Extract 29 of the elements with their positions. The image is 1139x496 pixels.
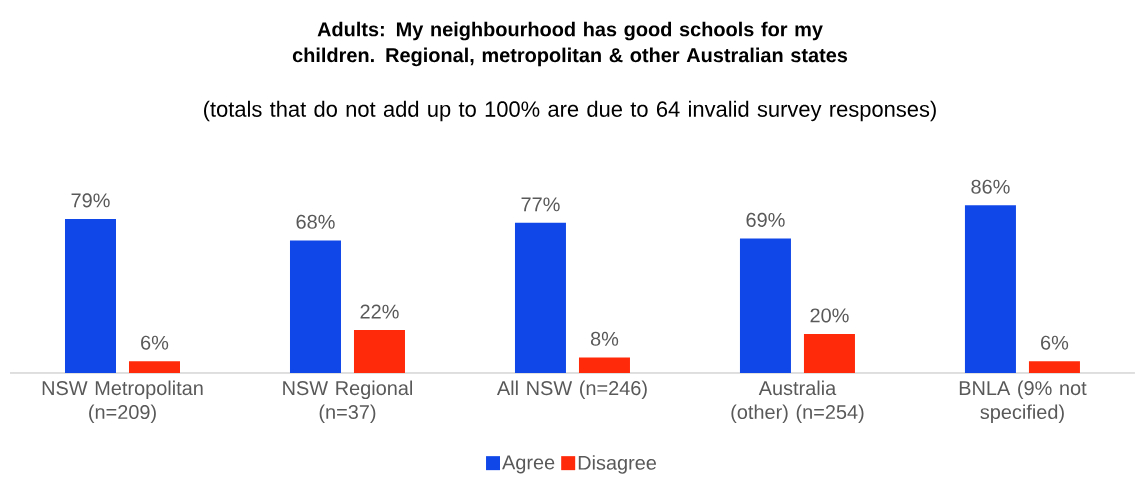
- bar: [578, 357, 630, 373]
- x-tick-label: NSW Regional (n=37): [283, 380, 413, 423]
- bar: [739, 238, 791, 373]
- chart-title: Adults: My neighbourhood has good schools for my children. Regional, metropolitan & other Australian states: [292, 21, 848, 67]
- bar: [1028, 361, 1080, 373]
- bar: [964, 205, 1016, 373]
- data-label: 8%: [590, 331, 619, 346]
- data-label: 22%: [360, 304, 399, 319]
- bar: [64, 218, 116, 373]
- x-tick-label: All NSW (n=246): [496, 380, 647, 400]
- bar: [129, 361, 180, 373]
- data-label: 6%: [1041, 335, 1069, 350]
- chart-subtitle: (totals that do not add up to 100% are due to 64 invalid survey responses): [204, 100, 936, 122]
- bar: [514, 222, 566, 373]
- data-label: 68%: [296, 214, 335, 229]
- data-label: 77%: [521, 197, 560, 212]
- bar: [353, 330, 405, 373]
- legend-label: Disagree: [578, 455, 657, 474]
- data-label: 69%: [746, 212, 785, 227]
- legend-label: Agree: [502, 455, 555, 474]
- bar: [803, 334, 855, 373]
- x-tick-label: Australia (other) (n=254): [731, 380, 864, 423]
- x-tick-label: NSW Metropolitan (n=209): [42, 380, 203, 423]
- bar: [289, 240, 341, 373]
- x-tick-label: BNLA (9% not specified): [959, 380, 1087, 424]
- data-label: 6%: [141, 335, 169, 350]
- data-label: 20%: [810, 308, 849, 323]
- data-label: 86%: [971, 179, 1010, 194]
- data-label: 79%: [71, 193, 110, 208]
